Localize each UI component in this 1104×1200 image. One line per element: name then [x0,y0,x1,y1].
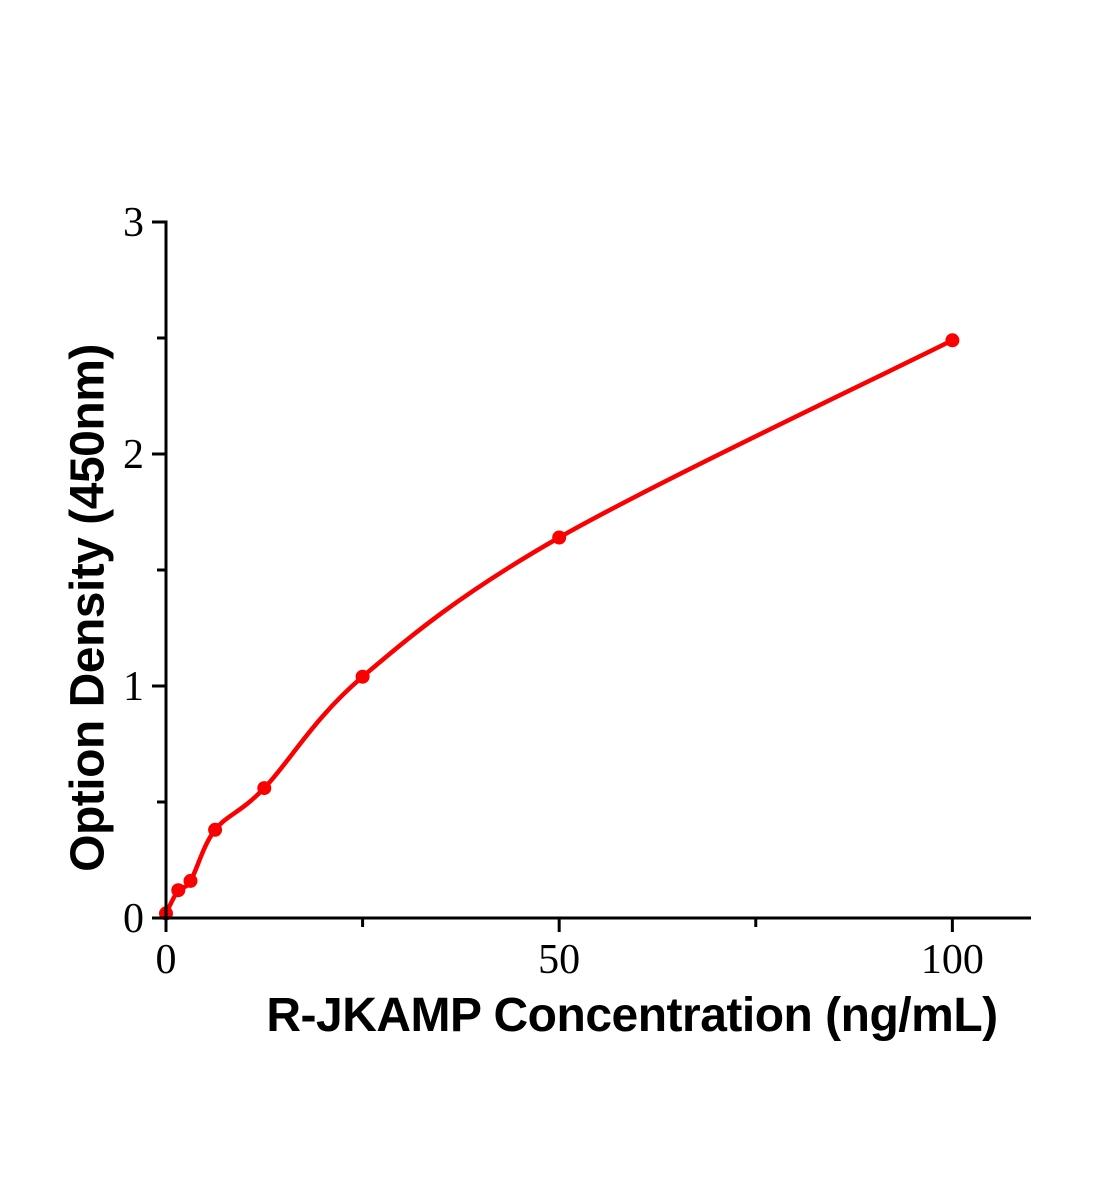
data-point [208,822,223,837]
x-axis-title: R-JKAMP Concentration (ng/mL) [266,989,998,1042]
y-tick-label: 3 [123,200,144,246]
x-tick-label: 100 [921,937,984,983]
data-point [171,883,186,898]
data-point [355,669,370,684]
x-tick-label: 50 [538,937,580,983]
fit-curve [163,338,955,916]
y-tick-label: 1 [123,664,144,710]
y-tick-label: 2 [123,432,144,478]
data-point [552,530,567,545]
x-tick-label: 0 [156,937,177,983]
data-point [183,873,198,888]
y-tick-label: 0 [123,896,144,942]
data-point [945,333,960,348]
y-axis-title: Option Density (450nm) [61,344,115,872]
data-point [257,781,272,796]
